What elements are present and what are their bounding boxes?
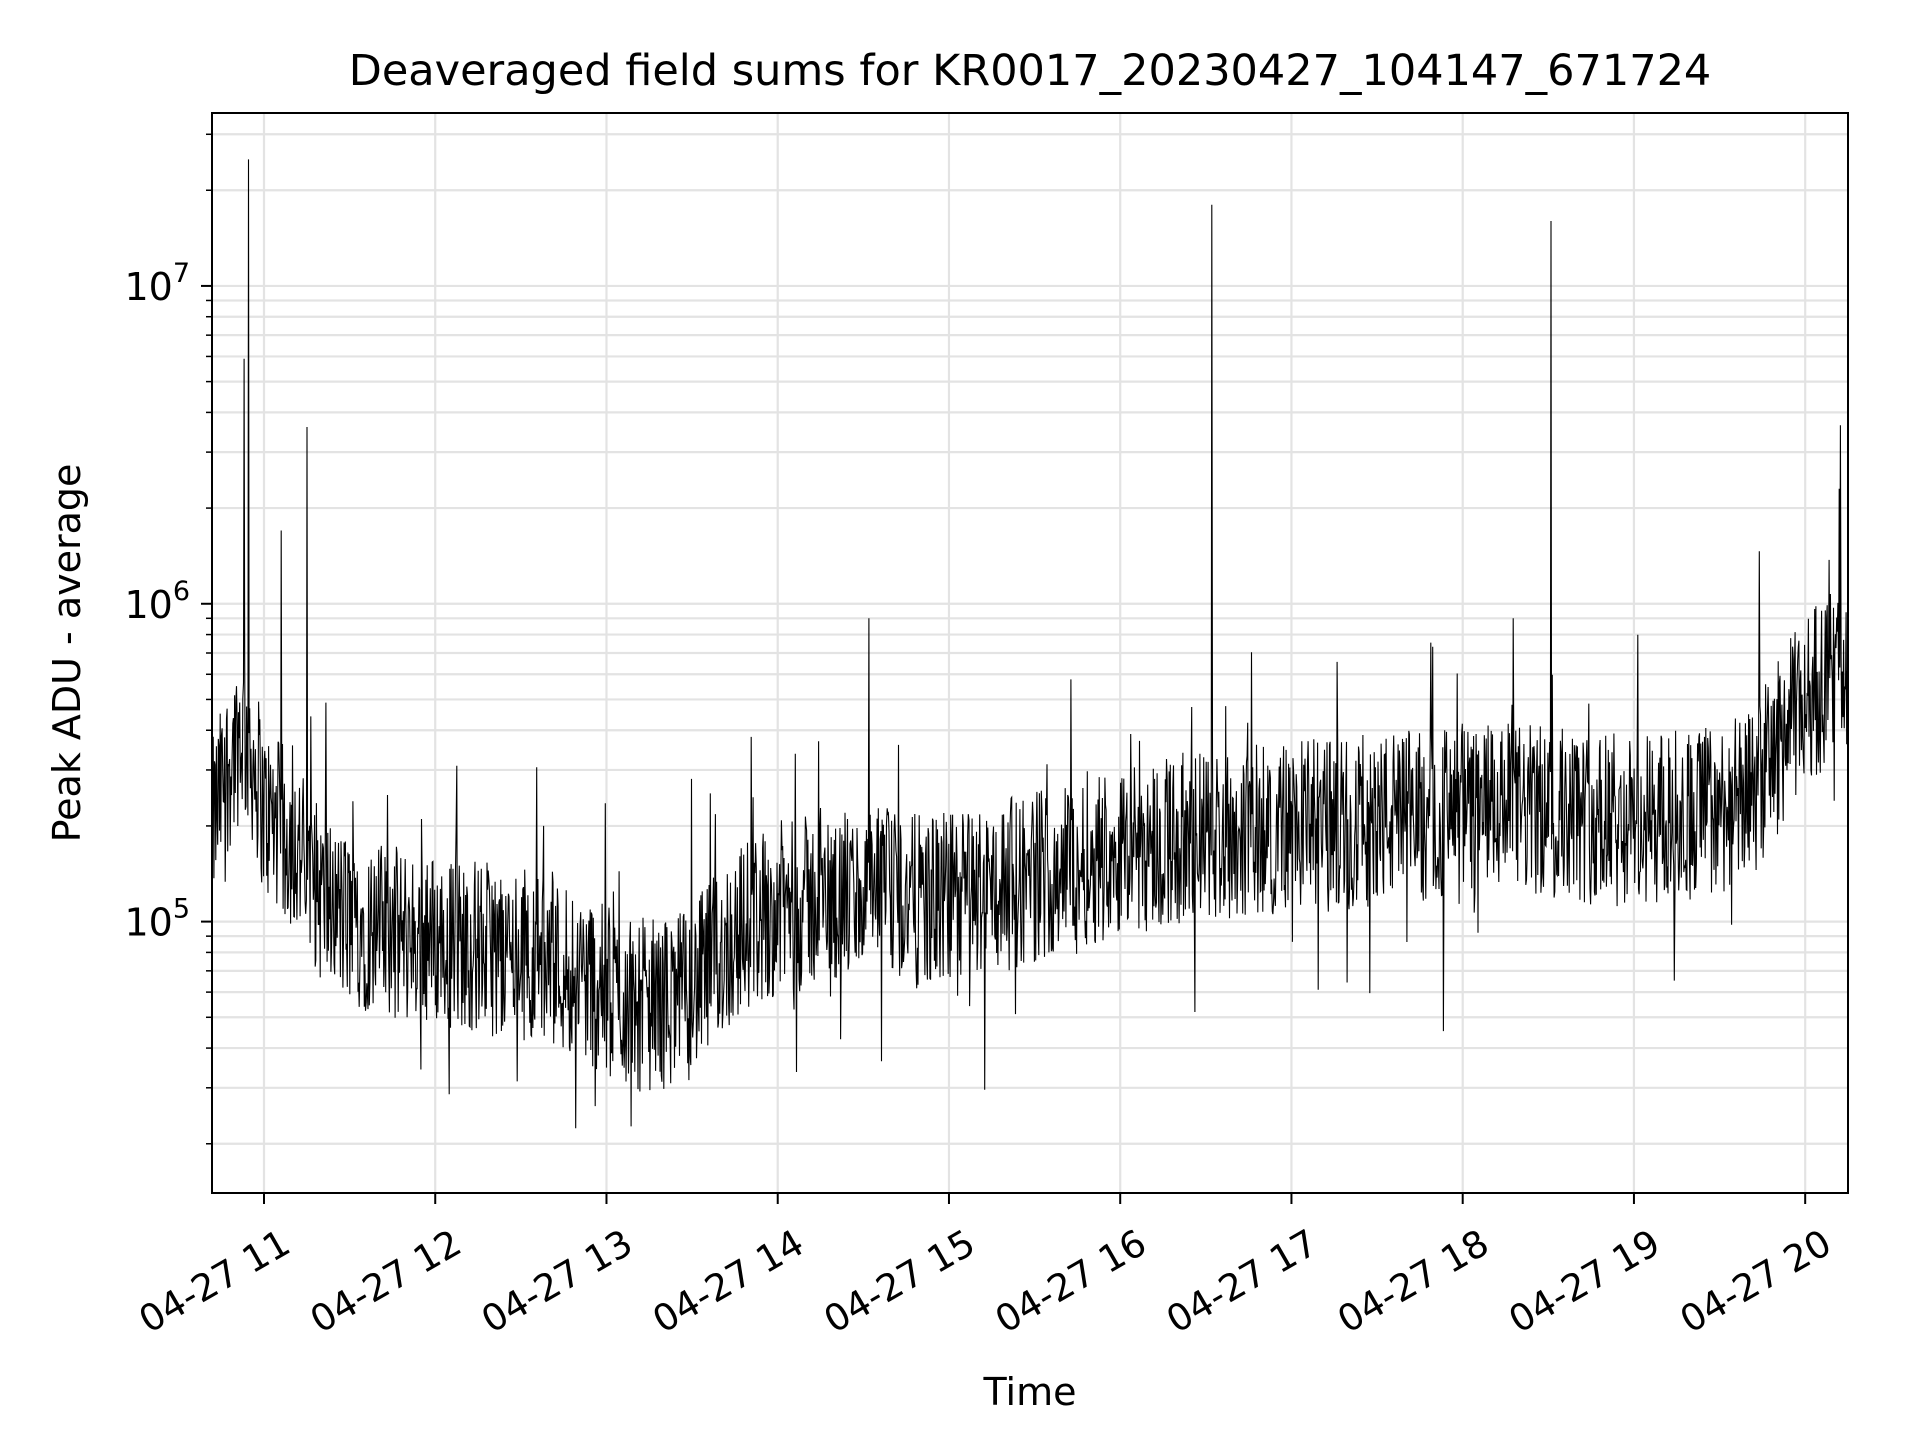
y-axis-label: Peak ADU - average [45,464,89,843]
y-tick-label: 107 [124,258,190,309]
series-layer [212,159,1849,1129]
y-tick-label: 106 [124,576,190,627]
x-axis-label: Time [983,1370,1077,1414]
chart-title: Deaveraged field sums for KR0017_2023042… [349,46,1712,96]
y-tick-label: 105 [124,894,190,945]
series-line [212,159,1849,1129]
y-axis: 105 106 107 [124,133,212,1145]
